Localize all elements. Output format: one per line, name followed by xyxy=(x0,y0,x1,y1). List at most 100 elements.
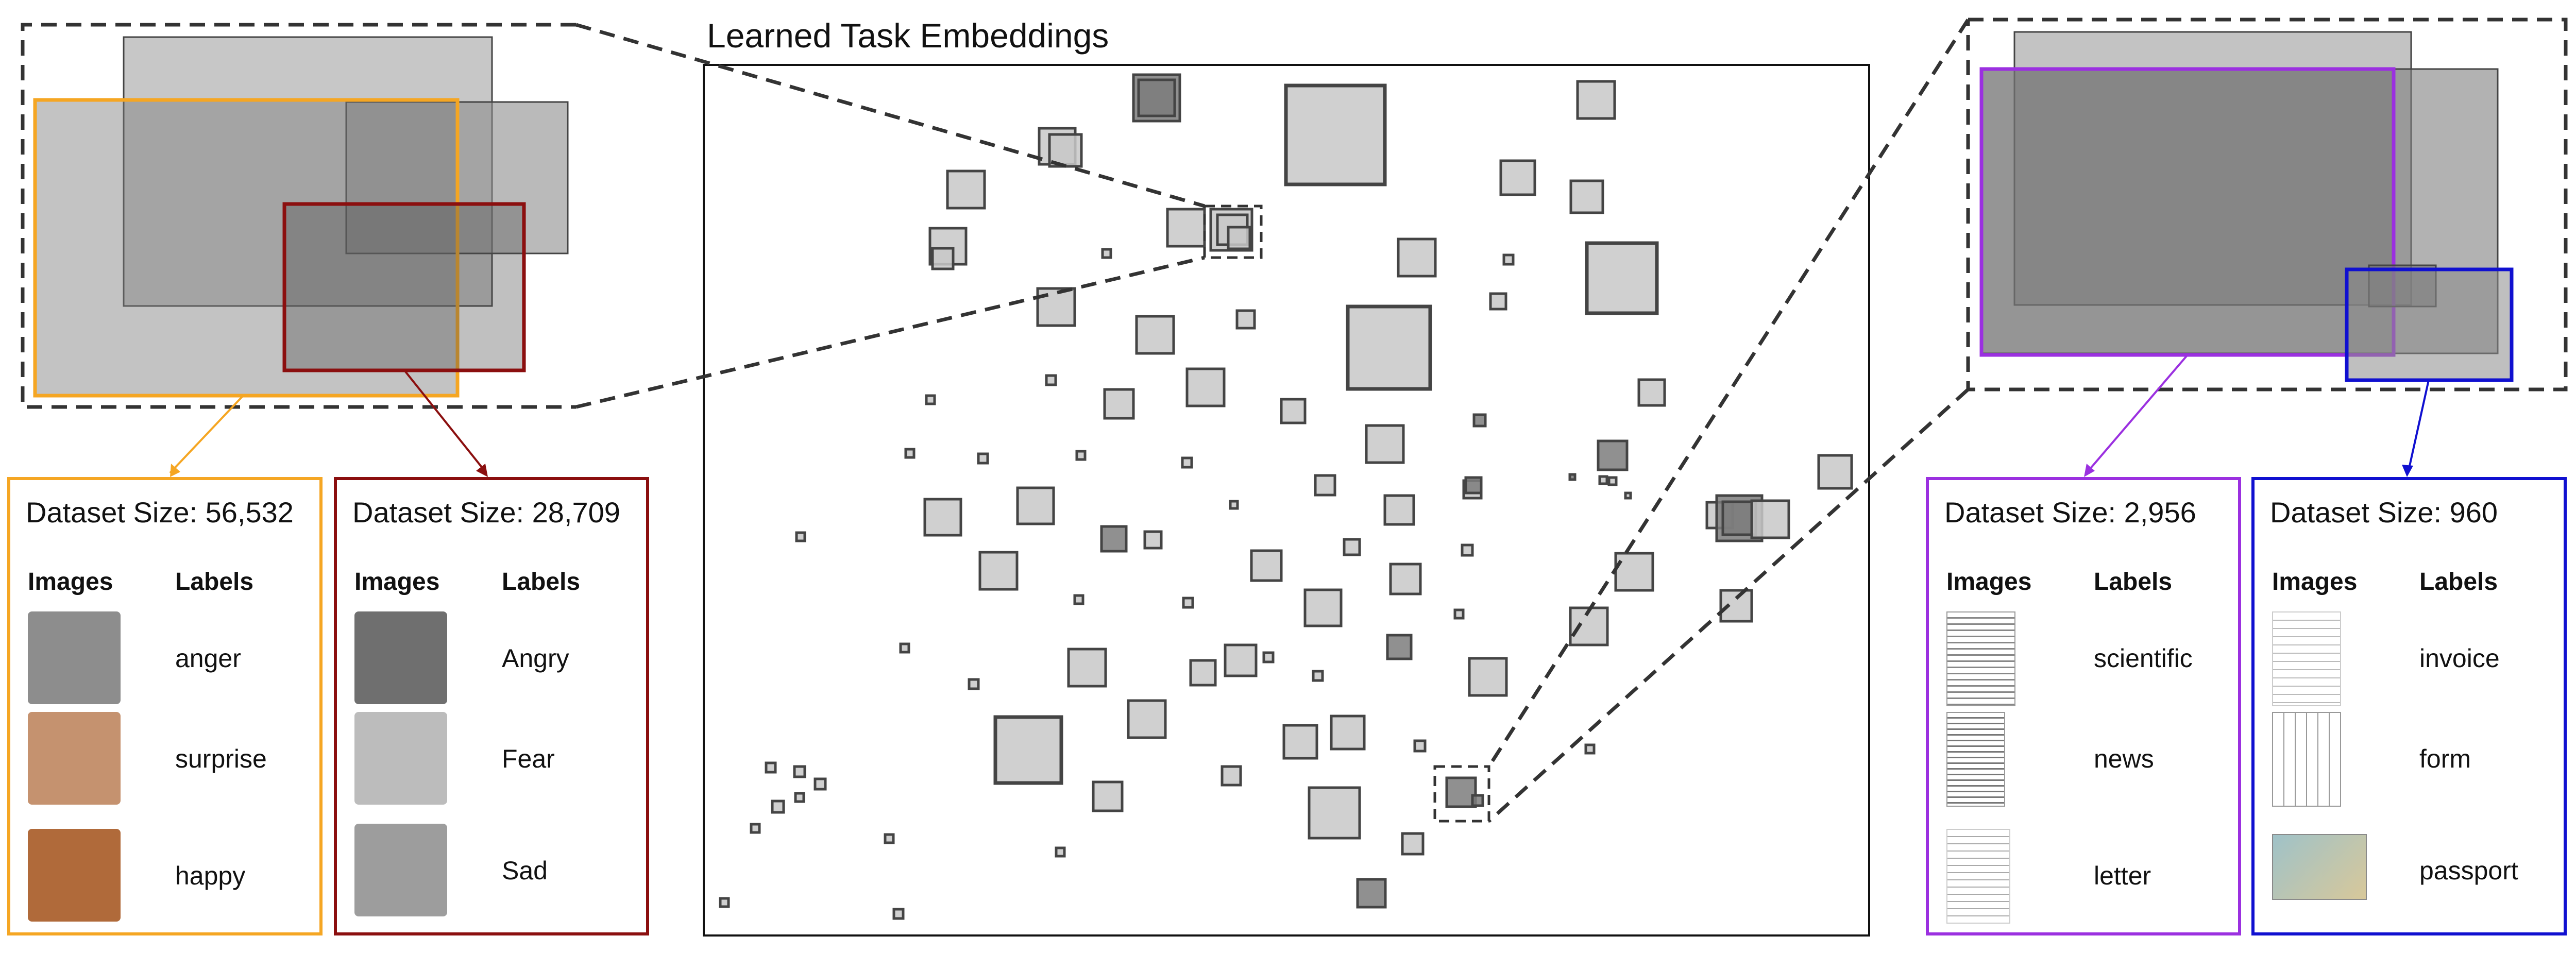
arrow-orange xyxy=(169,395,244,474)
task-embedding-box xyxy=(1135,315,1175,355)
task-embedding-box xyxy=(765,761,777,774)
task-embedding-box xyxy=(771,799,785,814)
task-embedding-box xyxy=(1502,253,1515,266)
task-embedding-box xyxy=(795,531,806,542)
list-item: news xyxy=(1929,712,2238,810)
task-embedding-box xyxy=(1262,651,1275,663)
task-embedding-box xyxy=(925,394,936,405)
class-label: anger xyxy=(175,644,241,673)
face-photo-icon xyxy=(354,824,447,916)
task-embedding-box xyxy=(1637,378,1666,407)
document-page-icon xyxy=(1946,712,2005,807)
task-embedding-box xyxy=(1045,374,1057,386)
task-embedding-box xyxy=(1383,494,1415,526)
task-embedding-box xyxy=(892,908,905,920)
arrowhead-purple xyxy=(2084,464,2095,477)
task-embedding-box xyxy=(1453,608,1465,620)
labels-header: Labels xyxy=(175,568,254,595)
task-embedding-box xyxy=(946,169,986,210)
task-embedding-box xyxy=(1075,450,1087,461)
task-embedding-box xyxy=(1413,739,1427,753)
task-embedding-box xyxy=(1499,159,1536,196)
zoom-box-blue xyxy=(2345,267,2514,382)
task-embedding-box xyxy=(1250,549,1283,582)
task-embedding-box xyxy=(1092,780,1124,812)
task-embedding-box xyxy=(1235,309,1256,330)
task-embedding-box xyxy=(1284,83,1387,186)
highlight-region-emotion xyxy=(1203,205,1263,259)
zoom-frame-right xyxy=(1966,18,2568,392)
dataset-card-emotion-b: Dataset Size: 28,709 Images Labels Angry… xyxy=(334,477,649,935)
arrowhead-orange xyxy=(170,464,180,477)
task-embedding-box xyxy=(1750,499,1790,539)
task-embedding-box xyxy=(993,715,1063,785)
task-embedding-box xyxy=(1330,714,1366,751)
dataset-size-label: Dataset Size: 960 xyxy=(2270,496,2498,529)
task-embedding-box xyxy=(923,498,962,537)
class-label: letter xyxy=(2094,861,2151,890)
images-header: Images xyxy=(354,568,440,595)
task-embedding-box xyxy=(1489,292,1507,311)
list-item: Fear xyxy=(337,712,646,810)
task-embedding-box xyxy=(719,897,730,908)
task-embedding-box xyxy=(1182,597,1194,609)
task-embedding-box xyxy=(1048,133,1083,168)
task-embedding-box xyxy=(1389,563,1422,595)
task-embedding-box xyxy=(1227,226,1251,250)
right-zoom-inset xyxy=(1966,18,2568,392)
embedding-panel xyxy=(703,64,1870,937)
zoom-box-darkred xyxy=(282,202,526,372)
task-embedding-box xyxy=(1314,474,1336,497)
task-embedding-box xyxy=(968,678,980,690)
class-label: passport xyxy=(2419,856,2518,885)
task-embedding-box xyxy=(899,642,910,654)
list-item: form xyxy=(2255,712,2564,810)
face-photo-icon xyxy=(354,611,447,704)
task-embedding-box xyxy=(1229,500,1239,510)
task-embedding-box xyxy=(1224,643,1258,677)
task-embedding-box xyxy=(1401,832,1425,856)
class-label: news xyxy=(2094,744,2154,773)
task-embedding-box xyxy=(1614,552,1654,592)
document-page-icon xyxy=(2272,712,2341,807)
task-embedding-box xyxy=(1461,543,1474,557)
task-embedding-box xyxy=(1016,486,1055,525)
task-embedding-box xyxy=(1308,786,1361,840)
task-embedding-box xyxy=(1101,248,1112,259)
list-item: passport xyxy=(2255,824,2564,922)
task-embedding-box xyxy=(1576,80,1616,120)
class-label: Angry xyxy=(502,644,569,673)
task-embedding-box xyxy=(904,448,916,459)
task-embedding-box xyxy=(1471,794,1484,807)
task-embedding-box xyxy=(1073,594,1084,605)
zoom-box-orange xyxy=(33,98,460,398)
document-page-icon xyxy=(1946,829,2010,924)
task-embedding-box xyxy=(1166,208,1206,248)
task-embedding-box xyxy=(1280,398,1307,424)
face-photo-icon xyxy=(354,712,447,805)
arrowhead-darkred xyxy=(476,464,488,477)
task-embedding-box xyxy=(1569,179,1604,214)
task-embedding-box xyxy=(931,247,955,270)
task-embedding-box xyxy=(1103,388,1135,420)
arrow-darkred xyxy=(403,369,487,474)
labels-header: Labels xyxy=(2094,568,2173,595)
task-embedding-box xyxy=(1185,367,1226,407)
dataset-card-emotion-a: Dataset Size: 56,532 Images Labels anger… xyxy=(7,477,323,935)
task-embedding-box xyxy=(1472,413,1487,428)
labels-header: Labels xyxy=(502,568,581,595)
list-item: scientific xyxy=(1929,611,2238,709)
task-embedding-box xyxy=(1137,78,1176,117)
task-embedding-box xyxy=(1343,538,1361,556)
task-embedding-box xyxy=(1189,659,1217,687)
face-photo-icon xyxy=(28,712,121,805)
dataset-size-label: Dataset Size: 56,532 xyxy=(26,496,294,529)
face-photo-icon xyxy=(28,611,121,704)
task-embedding-box xyxy=(1127,699,1167,739)
document-page-icon xyxy=(1946,611,2015,706)
task-embedding-box xyxy=(1143,530,1163,550)
arrowhead-blue xyxy=(2402,465,2413,477)
class-label: Sad xyxy=(502,856,548,885)
highlight-region-document xyxy=(1433,765,1490,823)
